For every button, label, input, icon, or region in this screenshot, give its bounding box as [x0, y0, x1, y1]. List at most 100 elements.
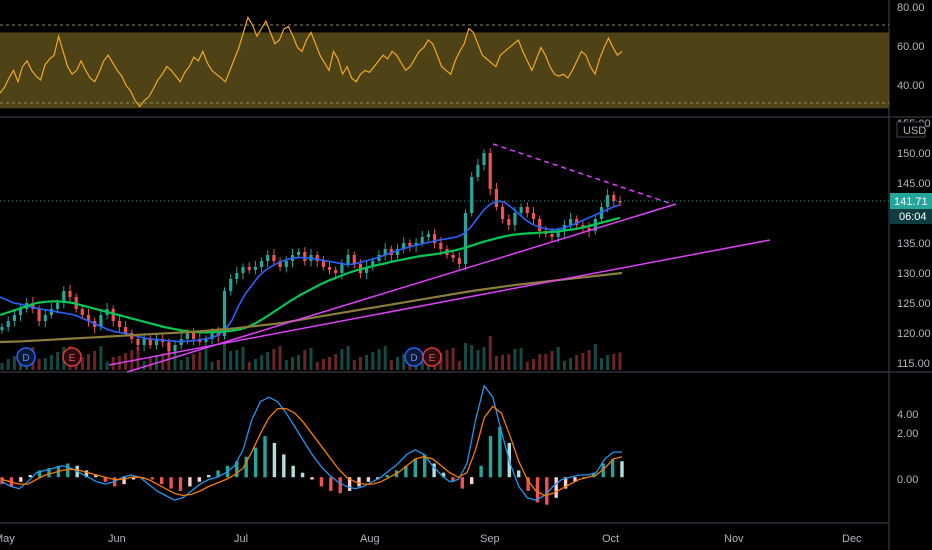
macd-hist-bar — [216, 470, 220, 478]
trendline-upper-dashed — [492, 143, 673, 205]
price-tick: 145.00 — [897, 178, 931, 190]
candle — [525, 202, 529, 218]
ma-line-ema-10 — [0, 200, 621, 343]
volume-bar — [136, 347, 140, 370]
trendline-long-support — [108, 239, 771, 366]
svg-text:E: E — [429, 353, 436, 364]
macd-hist-bar — [319, 477, 324, 487]
macd-hist-bar — [150, 477, 154, 480]
rsi-tick-80: 80.00 — [897, 2, 925, 14]
macd-hist-bar — [94, 475, 98, 478]
price-tick: 120.00 — [897, 328, 931, 340]
macd-tick-2: 2.00 — [897, 428, 918, 440]
volume-bar — [513, 349, 517, 370]
candle — [482, 149, 486, 171]
candle — [352, 251, 356, 269]
macd-lines — [1, 384, 623, 501]
candle — [383, 243, 387, 261]
candle — [154, 334, 159, 350]
volume-bar — [210, 362, 214, 370]
volume-bar — [204, 349, 208, 370]
volume-bar — [80, 357, 84, 370]
candlesticks — [0, 148, 622, 358]
macd-hist-bar — [169, 477, 173, 489]
time-axis[interactable]: May Jun Jul Aug Sep Oct Nov Dec — [0, 533, 862, 545]
volume-bar — [618, 352, 622, 370]
dividend-marker-2[interactable]: D — [404, 347, 424, 367]
candle — [247, 262, 251, 274]
macd-hist-bar — [385, 475, 389, 478]
x-label-jun: Jun — [108, 533, 126, 545]
macd-panel[interactable]: 4.00 2.00 0.00 — [0, 384, 918, 505]
currency-label: USD — [896, 121, 926, 138]
candle — [476, 159, 480, 182]
earnings-marker-2[interactable]: E — [422, 347, 442, 367]
candle — [365, 261, 369, 280]
volume-bar — [142, 361, 146, 370]
volume-bar — [328, 357, 331, 370]
event-markers[interactable]: D E D E — [16, 347, 442, 367]
currency-text: USD — [903, 125, 926, 137]
candle — [80, 304, 84, 320]
price-tick: 150.00 — [897, 148, 931, 160]
volume-bar — [445, 350, 449, 370]
candle — [117, 316, 121, 334]
volume-bar — [291, 357, 294, 370]
macd-hist-bar — [357, 477, 361, 487]
macd-hist-bar — [488, 436, 493, 478]
x-label-oct: Oct — [602, 533, 619, 545]
macd-hist-bar — [47, 468, 51, 478]
x-label-nov: Nov — [724, 533, 744, 545]
price-tick: 135.00 — [897, 238, 931, 250]
macd-hist-bar — [347, 477, 352, 491]
volume-bar — [396, 357, 399, 370]
macd-hist-bar — [432, 463, 436, 478]
candle — [494, 183, 498, 211]
x-label-dec: Dec — [842, 533, 862, 545]
volume-bar — [377, 349, 381, 370]
volume-bar — [297, 355, 301, 370]
volume-bar — [612, 354, 616, 370]
volume-bar — [525, 362, 529, 370]
macd-hist-bar — [66, 463, 70, 478]
dividend-marker-1[interactable]: D — [16, 347, 36, 367]
candle — [6, 316, 10, 332]
macd-hist-bar — [545, 477, 549, 505]
earnings-marker-1[interactable]: E — [62, 347, 82, 367]
candle — [402, 237, 406, 254]
macd-hist-bar — [253, 447, 258, 478]
macd-hist-bar — [0, 477, 4, 485]
macd-hist-bar — [207, 475, 211, 478]
macd-hist-bar — [160, 477, 164, 485]
volume-bar — [439, 353, 443, 370]
volume-bar — [315, 362, 319, 370]
x-label-aug: Aug — [360, 533, 380, 545]
macd-hist-bar — [272, 442, 277, 478]
candle — [303, 247, 307, 266]
volume-bar — [216, 360, 220, 370]
volume-bar — [358, 357, 362, 370]
volume-bar — [451, 348, 455, 370]
volume-bar — [93, 351, 97, 370]
volume-bar — [37, 359, 41, 370]
volume-bar — [12, 356, 16, 370]
rsi-panel[interactable]: 80.00 60.00 40.00 — [0, 2, 925, 109]
volume-bar — [321, 359, 325, 370]
candle — [327, 261, 332, 275]
volume-bar — [253, 359, 257, 370]
macd-hist-bar — [300, 472, 305, 478]
volume-bar — [507, 354, 511, 370]
volume-bar — [365, 355, 369, 370]
volume-bar — [593, 344, 597, 370]
volume-bar — [235, 350, 239, 370]
rsi-axis: 80.00 60.00 40.00 — [897, 2, 925, 92]
macd-hist-bar — [573, 477, 577, 482]
candle — [86, 309, 91, 327]
svg-text:E: E — [69, 353, 76, 364]
volume-bar — [494, 356, 498, 370]
macd-hist-bar — [131, 477, 136, 480]
volume-bar — [260, 355, 264, 370]
volume-bar — [148, 358, 152, 370]
price-panel[interactable]: D E D E 155.00150.00145.00140.00135.0013… — [0, 118, 932, 373]
